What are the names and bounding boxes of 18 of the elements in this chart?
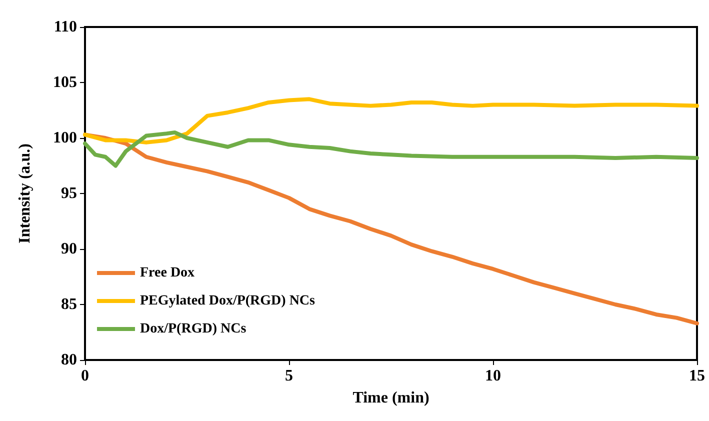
- y-tick-label: 95: [61, 185, 77, 202]
- x-tick-label: 10: [485, 368, 501, 384]
- legend-label: Free Dox: [140, 266, 195, 280]
- line-series: [83, 130, 699, 168]
- y-tick-label: 100: [53, 130, 77, 146]
- legend-label: Dox/P(RGD) NCs: [140, 322, 247, 336]
- legend-label: PEGylated Dox/P(RGD) NCs: [140, 294, 316, 308]
- y-tick-label: 85: [61, 296, 77, 313]
- x-tick-label: 0: [81, 368, 89, 384]
- x-axis-title: Time (min): [352, 390, 430, 406]
- x-tick-label: 5: [285, 368, 293, 384]
- y-tick-label: 105: [53, 74, 77, 91]
- x-tick-label: 15: [689, 368, 705, 384]
- y-tick-label: 80: [61, 352, 77, 368]
- y-axis-title: Intensity (a.u.): [16, 143, 34, 244]
- y-tick-label: 90: [61, 240, 77, 258]
- line-series: [83, 97, 699, 144]
- y-tick-label: 110: [54, 18, 77, 36]
